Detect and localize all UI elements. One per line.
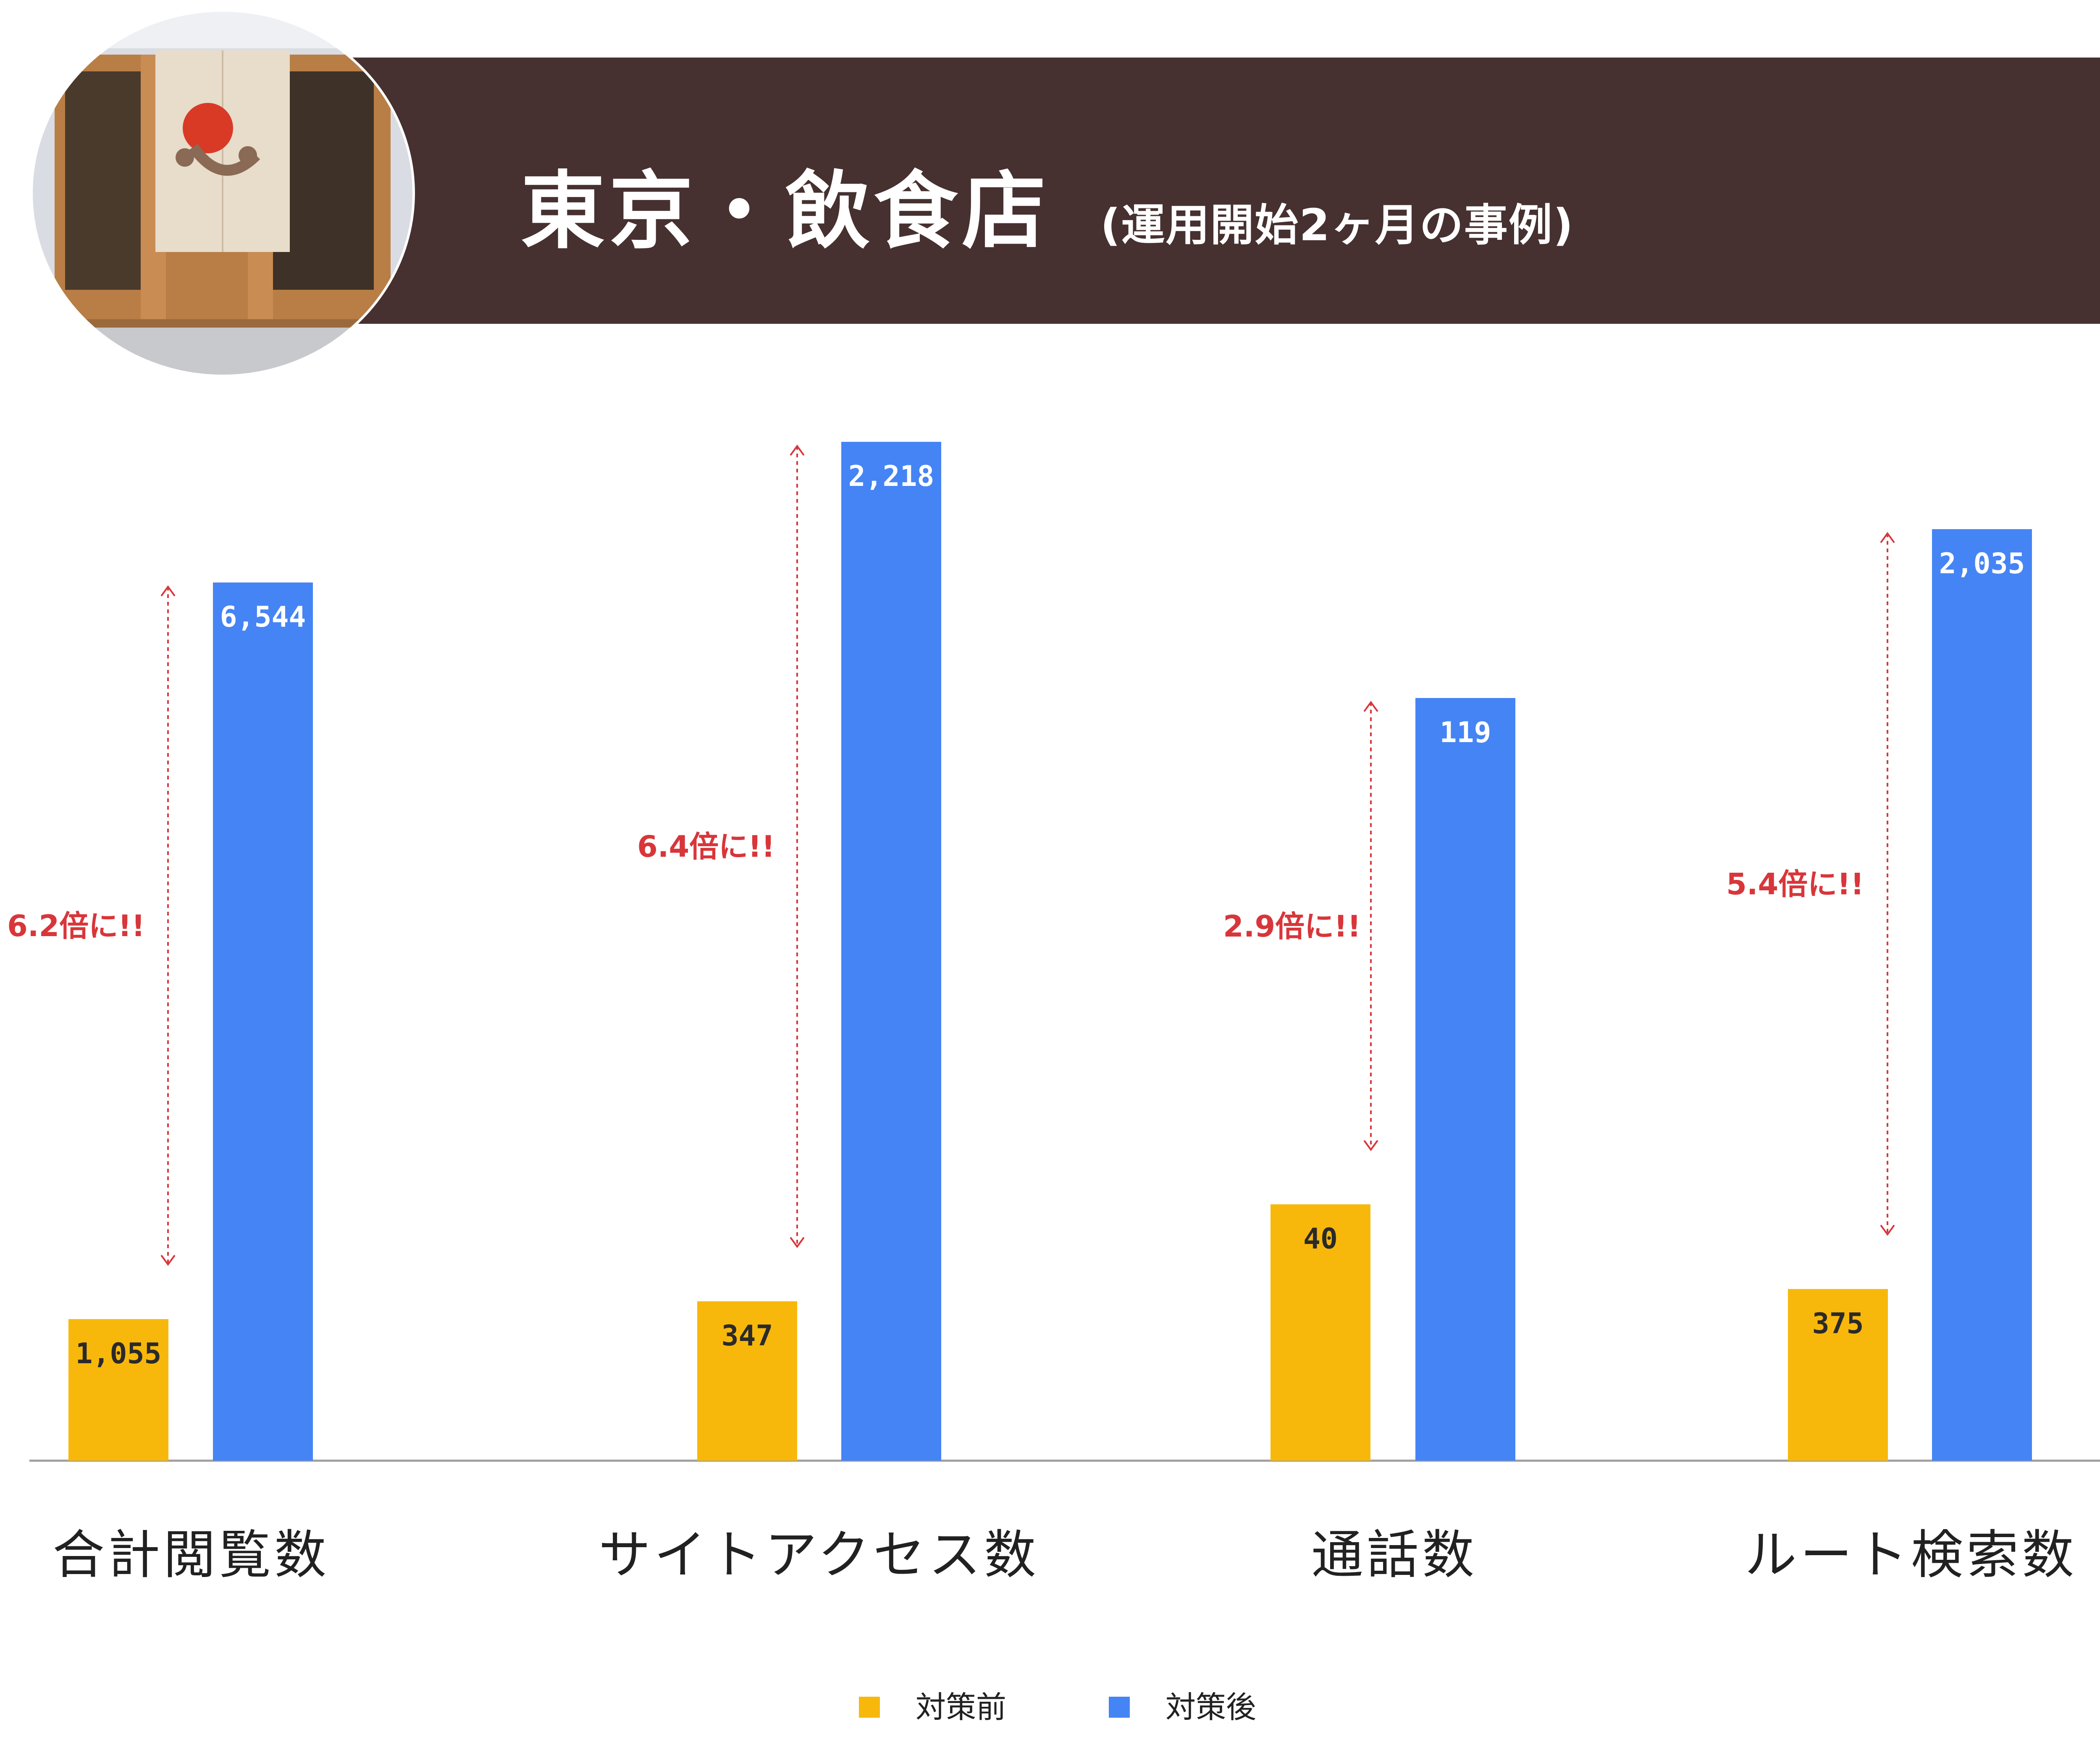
data-label-after: 2,035 [1939, 547, 2025, 580]
bar-before [68, 1319, 168, 1461]
multiplier-annotation: 6.4倍に!! [637, 829, 775, 864]
category-label: サイトアクセス数 [598, 1525, 1040, 1585]
header-band [319, 58, 2100, 324]
bar-after [213, 583, 313, 1461]
arrow-head-up-icon [1880, 532, 1895, 543]
arrow-head-down-icon [1363, 1140, 1378, 1151]
page-title: 東京・飲食店 (運用開始2ヶ月の事例) [521, 143, 1574, 260]
bar-after [841, 442, 941, 1461]
bar-after [1932, 529, 2032, 1461]
data-label-before: 40 [1303, 1223, 1338, 1256]
bar-after [1415, 698, 1515, 1461]
bar-before [1788, 1289, 1888, 1461]
arrow-head-down-icon [160, 1254, 176, 1266]
arrow-head-down-icon [1880, 1225, 1895, 1236]
legend-label: 対策前 [916, 1690, 1006, 1725]
arrow-head-up-icon [160, 585, 176, 597]
storefront-photo [30, 9, 415, 377]
legend-swatch [859, 1697, 880, 1718]
header-band-rect [319, 58, 2100, 324]
data-label-after: 119 [1440, 716, 1491, 749]
data-label-before: 375 [1812, 1307, 1864, 1340]
data-label-after: 2,218 [848, 460, 934, 493]
data-label-after: 6,544 [220, 601, 306, 634]
multiplier-annotation: 5.4倍に!! [1726, 867, 1864, 902]
category-label: 合計閲覧数 [52, 1525, 330, 1585]
arrow-head-down-icon [790, 1237, 805, 1248]
title-main: 東京・飲食店 [521, 163, 1050, 260]
multiplier-annotation: 6.2倍に!! [7, 909, 145, 943]
arrow-head-up-icon [790, 444, 805, 456]
legend-swatch [1109, 1697, 1130, 1718]
category-label: ルート検索数 [1745, 1525, 2077, 1585]
data-label-before: 347 [722, 1319, 773, 1352]
bar-before [1270, 1204, 1370, 1461]
category-label: 通話数 [1311, 1525, 1478, 1585]
title-subtitle: (運用開始2ヶ月の事例) [1100, 199, 1574, 251]
multiplier-annotation: 2.9倍に!! [1223, 909, 1361, 944]
bar-before [697, 1301, 797, 1461]
legend-label: 対策後 [1166, 1690, 1256, 1725]
arrow-head-up-icon [1363, 701, 1378, 712]
data-label-before: 1,055 [76, 1337, 162, 1370]
